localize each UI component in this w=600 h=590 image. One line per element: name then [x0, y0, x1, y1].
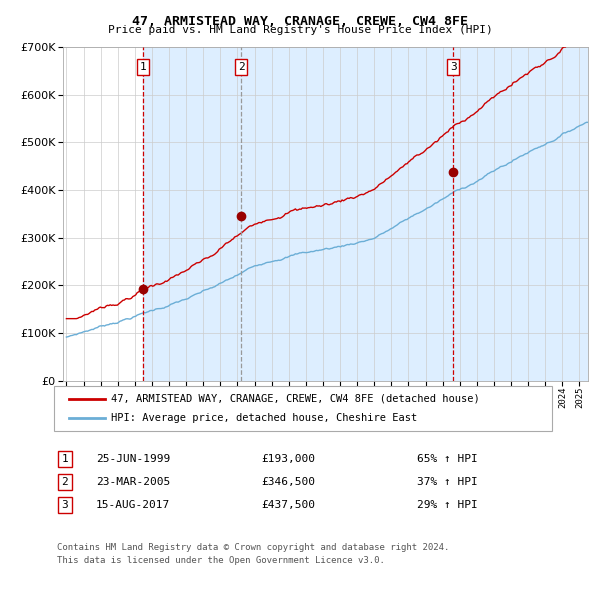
Text: £346,500: £346,500	[261, 477, 315, 487]
Text: 65% ↑ HPI: 65% ↑ HPI	[417, 454, 478, 464]
Text: 1: 1	[140, 62, 146, 72]
Bar	[143, 47, 241, 381]
Bar	[241, 47, 453, 381]
Text: 47, ARMISTEAD WAY, CRANAGE, CREWE, CW4 8FE (detached house): 47, ARMISTEAD WAY, CRANAGE, CREWE, CW4 8…	[111, 394, 480, 404]
Text: 15-AUG-2017: 15-AUG-2017	[96, 500, 170, 510]
Text: 3: 3	[61, 500, 68, 510]
Text: 37% ↑ HPI: 37% ↑ HPI	[417, 477, 478, 487]
Text: This data is licensed under the Open Government Licence v3.0.: This data is licensed under the Open Gov…	[57, 556, 385, 565]
Text: Contains HM Land Registry data © Crown copyright and database right 2024.: Contains HM Land Registry data © Crown c…	[57, 543, 449, 552]
Text: £437,500: £437,500	[261, 500, 315, 510]
Text: 2: 2	[238, 62, 245, 72]
Bar	[453, 47, 588, 381]
Text: 23-MAR-2005: 23-MAR-2005	[96, 477, 170, 487]
Text: 47, ARMISTEAD WAY, CRANAGE, CREWE, CW4 8FE: 47, ARMISTEAD WAY, CRANAGE, CREWE, CW4 8…	[132, 15, 468, 28]
Text: HPI: Average price, detached house, Cheshire East: HPI: Average price, detached house, Ches…	[111, 414, 417, 423]
Text: 1: 1	[61, 454, 68, 464]
Text: 3: 3	[450, 62, 457, 72]
Text: 25-JUN-1999: 25-JUN-1999	[96, 454, 170, 464]
Text: 2: 2	[61, 477, 68, 487]
Text: 29% ↑ HPI: 29% ↑ HPI	[417, 500, 478, 510]
Text: Price paid vs. HM Land Registry's House Price Index (HPI): Price paid vs. HM Land Registry's House …	[107, 25, 493, 35]
Text: £193,000: £193,000	[261, 454, 315, 464]
